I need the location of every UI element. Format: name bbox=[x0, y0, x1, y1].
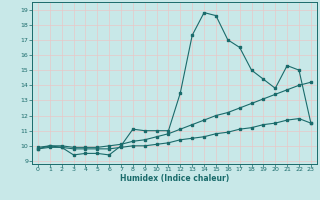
X-axis label: Humidex (Indice chaleur): Humidex (Indice chaleur) bbox=[120, 174, 229, 183]
